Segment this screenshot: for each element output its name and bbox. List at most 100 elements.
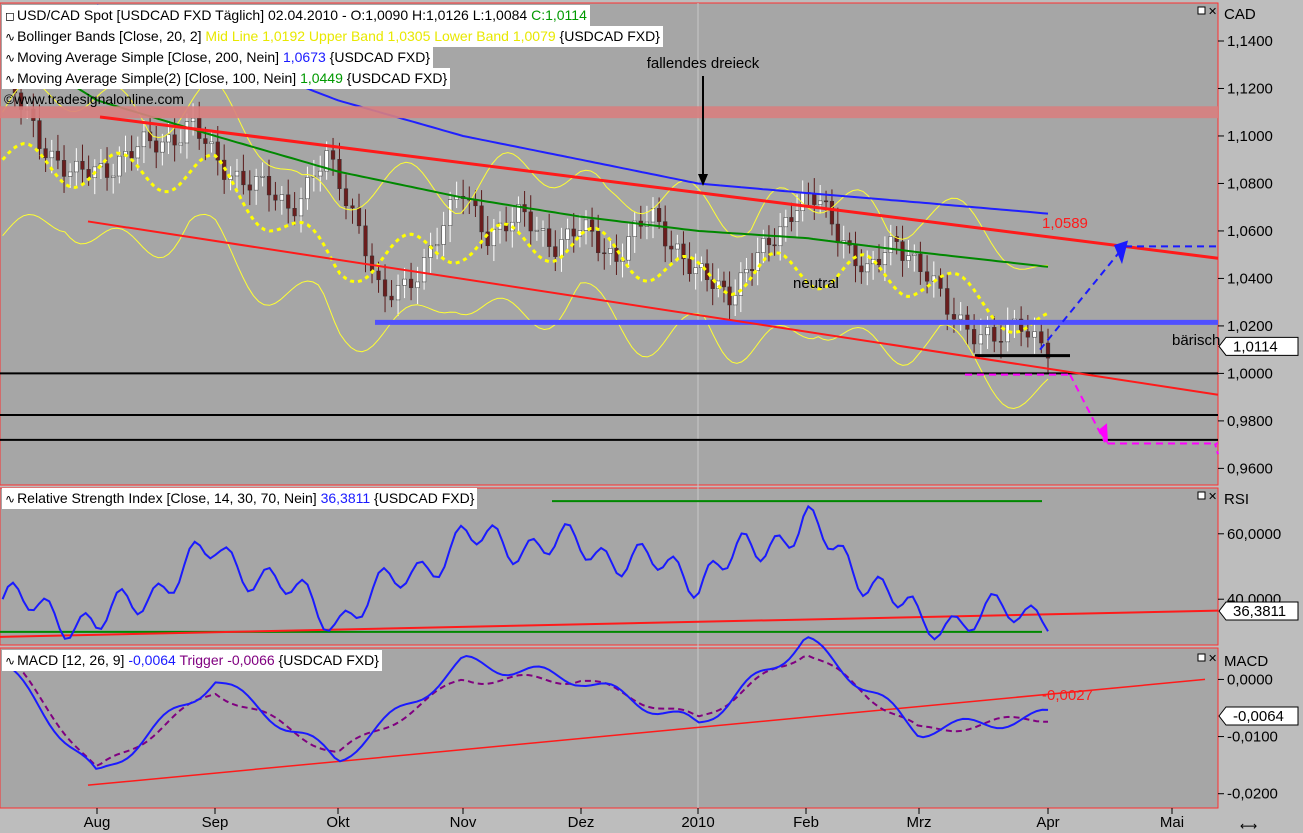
trigger-label: Trigger bbox=[175, 652, 228, 668]
rsi-close-icon: ✕ bbox=[1208, 490, 1217, 503]
candle-body bbox=[596, 231, 601, 254]
candle-body bbox=[727, 286, 732, 306]
macd-line-label: -0,0027 bbox=[1042, 687, 1093, 704]
candle-body bbox=[292, 208, 297, 217]
candle-body bbox=[772, 244, 777, 247]
candle-body bbox=[184, 121, 190, 144]
candle-body bbox=[117, 155, 122, 177]
candle-body bbox=[266, 175, 272, 196]
candle-body bbox=[704, 263, 710, 281]
candle-body bbox=[421, 257, 427, 283]
bollinger-legend: ∿ Bollinger Bands [Close, 20, 2] Mid Line… bbox=[2, 26, 663, 47]
candle-body bbox=[241, 170, 246, 186]
forecast-down-tail bbox=[1214, 443, 1219, 455]
candle-body bbox=[160, 141, 165, 153]
candle-body bbox=[589, 219, 595, 232]
candle-body bbox=[766, 238, 772, 246]
x-axis-label-sep: Sep bbox=[202, 814, 229, 831]
candle-body bbox=[286, 194, 291, 209]
rsi-current-label: 36,3811 bbox=[1233, 603, 1286, 620]
candle-body bbox=[415, 281, 420, 289]
candle-body bbox=[761, 238, 766, 253]
forecast-up-arrow bbox=[1039, 244, 1126, 351]
candle-body bbox=[693, 267, 698, 274]
candle-body bbox=[744, 269, 749, 274]
macd-tick-label: -0,0100 bbox=[1227, 729, 1278, 746]
candle-body bbox=[998, 341, 1004, 343]
candle-body bbox=[129, 151, 134, 159]
rsi-legend: ∿ Relative Strength Index [Close, 14, 30,… bbox=[2, 488, 478, 509]
rsi-line bbox=[1, 504, 1049, 641]
price-tick-label: 0,9800 bbox=[1227, 413, 1273, 430]
candle-body bbox=[888, 236, 893, 253]
price-title: USD/CAD Spot [USDCAD FXD Täglich] 02.04.… bbox=[16, 7, 532, 23]
trigger-value: -0,0066 bbox=[227, 652, 275, 668]
macd-tick-label: -0,0200 bbox=[1227, 786, 1278, 803]
candle-body bbox=[435, 244, 440, 247]
annotation-pattern: fallendes dreieck bbox=[647, 55, 760, 72]
candle-body bbox=[273, 194, 278, 201]
candle-body bbox=[716, 280, 721, 289]
ma200-legend: ∿ Moving Average Simple [Close, 200, Nein… bbox=[2, 47, 434, 68]
candle-body bbox=[49, 150, 54, 159]
candle-body bbox=[61, 160, 67, 177]
resistance-value-label: 1,0589 bbox=[1042, 215, 1088, 232]
watermark: ©www.tradesignalonline.com bbox=[4, 91, 184, 107]
candle-body bbox=[559, 239, 564, 257]
macd-current-label-box bbox=[1218, 706, 1299, 726]
candle-body bbox=[783, 217, 788, 228]
candle-body bbox=[516, 204, 521, 223]
x-axis-label-aug: Aug bbox=[84, 814, 111, 831]
annotation-bearish: bärisch bbox=[1172, 332, 1220, 349]
candle-body bbox=[924, 271, 930, 282]
candle-body bbox=[565, 228, 570, 240]
macd-close-icon: ✕ bbox=[1208, 652, 1217, 665]
candle-body bbox=[687, 258, 692, 274]
resistance-zone bbox=[0, 106, 1218, 119]
current-price-label: 1,0114 bbox=[1233, 338, 1278, 355]
ma200-suffix: {USDCAD FXD} bbox=[325, 49, 431, 65]
candle-body bbox=[699, 263, 704, 268]
candle-body bbox=[147, 131, 153, 142]
candle-body bbox=[614, 248, 619, 262]
candle-body bbox=[540, 228, 546, 231]
candle-body bbox=[55, 150, 60, 161]
candle-body bbox=[172, 134, 177, 146]
candle-body bbox=[141, 131, 147, 148]
candle-body bbox=[448, 199, 453, 226]
candle-body bbox=[583, 219, 589, 231]
candle-body bbox=[279, 194, 284, 201]
x-axis-label-mai: Mai bbox=[1160, 814, 1184, 831]
lower-trend-line bbox=[87, 220, 1219, 396]
candle-body bbox=[209, 141, 214, 144]
bollinger-prefix: Bollinger Bands [Close, 20, 2] bbox=[17, 28, 206, 44]
macd-trend-line bbox=[87, 678, 1206, 786]
annotation-neutral: neutral bbox=[793, 275, 839, 292]
candle-body bbox=[491, 228, 496, 247]
candle-body bbox=[254, 176, 259, 191]
candle-body bbox=[1032, 331, 1037, 338]
arrow-head-icon bbox=[1098, 423, 1108, 445]
ma100-value: 1,0449 bbox=[300, 70, 343, 86]
macd-suffix: {USDCAD FXD} bbox=[274, 652, 379, 668]
candle-body bbox=[918, 253, 923, 272]
rsi-tick-label: 60,0000 bbox=[1227, 526, 1281, 543]
ma200-prefix: Moving Average Simple [Close, 200, Nein] bbox=[17, 49, 283, 65]
watermark-text: www.tradesignalonline.com bbox=[14, 91, 184, 107]
candle-body bbox=[681, 243, 686, 260]
rsi-title: Relative Strength Index [Close, 14, 30, … bbox=[17, 490, 321, 506]
rsi-current-label-box bbox=[1218, 601, 1299, 621]
candle-body bbox=[74, 160, 79, 173]
candle-body bbox=[553, 246, 558, 257]
ma100-prefix: Moving Average Simple(2) [Close, 100, Ne… bbox=[17, 70, 301, 86]
candle-body bbox=[1025, 331, 1030, 338]
candle-body bbox=[324, 150, 329, 172]
price-legend-title: ◻ USD/CAD Spot [USDCAD FXD Täglich] 02.04… bbox=[2, 5, 590, 26]
macd-panel bbox=[0, 647, 1219, 809]
wave-icon: ∿ bbox=[5, 492, 16, 506]
candle-body bbox=[992, 327, 997, 342]
macd-axis-unit: MACD bbox=[1224, 653, 1268, 670]
candle-body bbox=[408, 278, 414, 289]
candle-body bbox=[972, 329, 977, 345]
